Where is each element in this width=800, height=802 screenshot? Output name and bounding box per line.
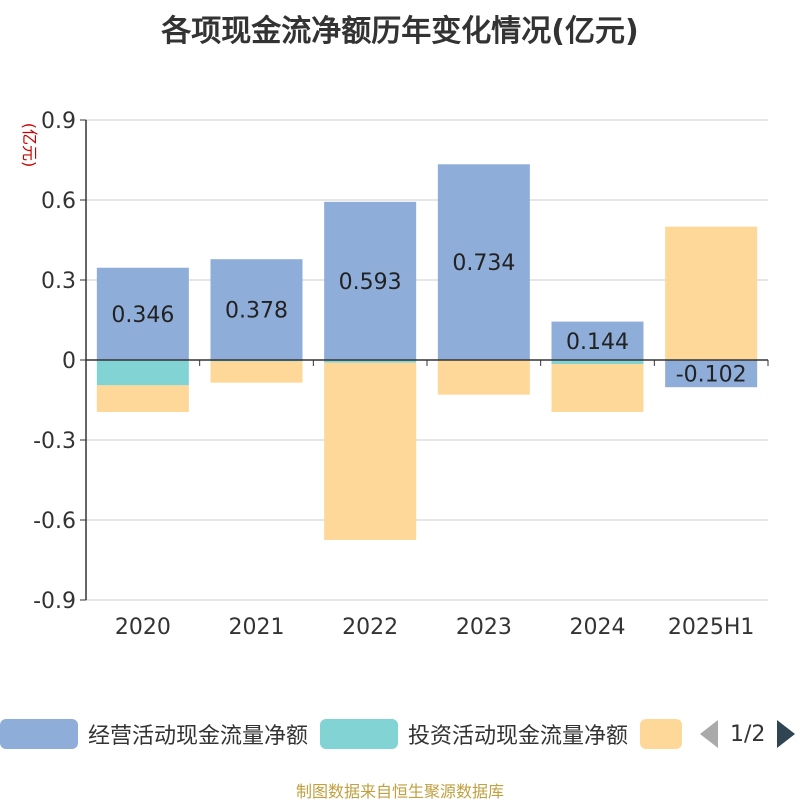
x-tick-label: 2021 <box>229 615 285 640</box>
pager-next-icon[interactable] <box>777 720 796 748</box>
bar-financing-2023 <box>437 360 530 395</box>
bar-financing-2022 <box>324 362 417 540</box>
legend-swatch-operating <box>0 719 78 749</box>
data-label-2025H1: -0.102 <box>676 363 747 388</box>
legend-swatch-financing <box>640 719 682 749</box>
legend-item-operating[interactable]: 经营活动现金流量净额 <box>0 716 308 752</box>
bar-investing-2022 <box>324 360 417 363</box>
data-label-2023: 0.734 <box>452 251 515 276</box>
footer-note: 制图数据来自恒生聚源数据库 <box>295 782 504 801</box>
x-tick-label: 2023 <box>456 615 512 640</box>
bar-financing-2025H1 <box>665 226 758 360</box>
bar-operating-2022 <box>324 201 417 360</box>
bar-operating-2025H1 <box>665 360 758 388</box>
legend-label-operating: 经营活动现金流量净额 <box>88 724 309 749</box>
pager-prev-icon[interactable] <box>700 720 718 748</box>
bar-investing-2024 <box>551 360 644 364</box>
data-label-2021: 0.378 <box>225 299 288 324</box>
y-tick-label: -0.9 <box>33 589 76 614</box>
legend-item-financing[interactable] <box>640 716 682 752</box>
x-tick-label: 2025H1 <box>668 615 755 640</box>
bar-investing-2020 <box>96 360 189 386</box>
bar-operating-2021 <box>210 259 303 360</box>
data-label-2020: 0.346 <box>111 303 174 328</box>
legend-item-investing[interactable]: 投资活动现金流量净额 <box>320 716 628 752</box>
y-tick-label: -0.6 <box>33 509 76 534</box>
y-unit-label: (亿元) <box>20 123 39 168</box>
pager-text: 1/2 <box>730 721 766 747</box>
bar-operating-2024 <box>551 321 644 360</box>
data-label-2024: 0.144 <box>566 330 629 355</box>
bar-financing-2024 <box>551 364 644 412</box>
chart-title: 各项现金流净额历年变化情况(亿元) <box>161 14 639 49</box>
y-tick-label: 0.9 <box>41 109 76 134</box>
x-tick-label: 2024 <box>570 615 626 640</box>
bar-operating-2023 <box>437 164 530 360</box>
bar-financing-2020 <box>96 385 189 412</box>
y-tick-label: 0.3 <box>41 269 76 294</box>
bar-financing-2021 <box>210 361 303 383</box>
y-tick-label: -0.3 <box>33 429 76 454</box>
y-tick-label: 0 <box>62 349 76 374</box>
legend-swatch-investing <box>320 719 398 749</box>
data-label-2022: 0.593 <box>339 270 402 295</box>
legend-label-investing: 投资活动现金流量净额 <box>408 724 629 749</box>
x-tick-label: 2020 <box>115 615 171 640</box>
x-tick-label: 2022 <box>342 615 398 640</box>
bar-operating-2020 <box>96 267 189 360</box>
legend-pager: 1/2 <box>700 716 796 752</box>
legend: 经营活动现金流量净额 投资活动现金流量净额 <box>0 716 800 756</box>
y-tick-label: 0.6 <box>41 189 76 214</box>
